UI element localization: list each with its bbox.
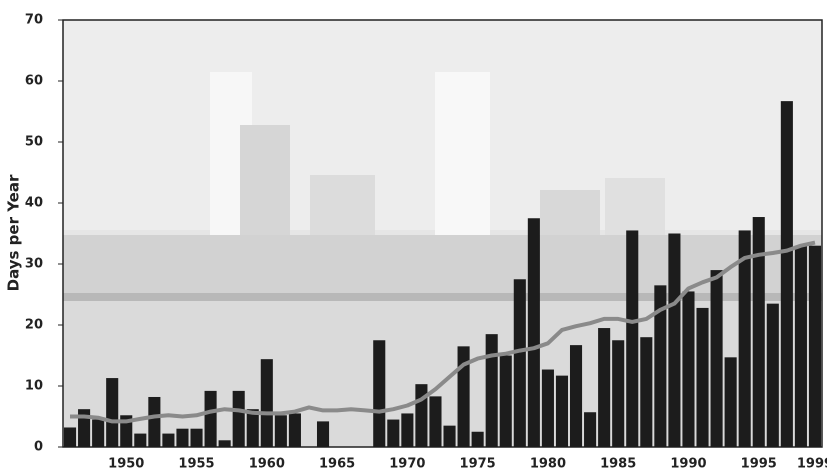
x-tick-label: 1955 — [178, 457, 214, 472]
x-tick-label: 1970 — [389, 457, 425, 472]
plot-frame — [62, 19, 823, 448]
bar — [752, 217, 765, 447]
bar — [499, 355, 512, 447]
bar — [766, 303, 779, 447]
y-tick-label: 70 — [25, 13, 43, 28]
x-tick-label: 1965 — [319, 457, 355, 472]
bar — [668, 233, 681, 447]
trend-line — [70, 240, 816, 424]
bar — [584, 412, 597, 447]
bar — [598, 328, 611, 447]
bar — [246, 409, 259, 447]
bar — [541, 369, 554, 447]
y-tick-label: 30 — [25, 257, 43, 272]
bar — [471, 431, 484, 447]
bar — [808, 245, 822, 447]
x-tick-label: 1999 — [797, 457, 827, 472]
y-tick-label: 10 — [25, 379, 43, 394]
bar — [204, 390, 217, 447]
x-tick-label: 1990 — [670, 457, 706, 472]
y-tick-label: 0 — [34, 440, 43, 455]
bar — [555, 375, 569, 447]
bar — [626, 230, 639, 447]
bar — [724, 357, 737, 447]
bar — [527, 218, 540, 447]
bar — [316, 421, 330, 447]
bar — [738, 230, 751, 447]
x-tick-label: 1995 — [741, 457, 777, 472]
bar — [485, 334, 498, 447]
bar — [794, 245, 807, 447]
bar — [612, 340, 625, 447]
y-axis-label: Days per Year — [5, 174, 23, 291]
bar — [387, 419, 400, 447]
bar — [513, 279, 526, 447]
bar — [429, 396, 442, 447]
y-tick-label: 50 — [25, 135, 43, 150]
x-tick-label: 1960 — [249, 457, 285, 472]
bar — [260, 359, 273, 447]
bar — [780, 101, 793, 447]
bar — [274, 415, 287, 447]
bar — [654, 285, 667, 447]
bar — [106, 378, 119, 447]
bar — [682, 291, 695, 447]
x-tick-label: 1950 — [108, 457, 144, 472]
bar — [288, 413, 301, 447]
bar — [569, 345, 583, 447]
bar — [63, 427, 77, 447]
bar — [232, 390, 245, 447]
bar — [457, 346, 470, 447]
y-tick-label: 60 — [25, 74, 43, 89]
bar — [710, 270, 723, 447]
bar — [162, 433, 175, 447]
bar — [696, 307, 709, 447]
y-tick-label: 20 — [25, 318, 43, 333]
bar — [373, 340, 386, 447]
bar — [148, 396, 161, 447]
bar — [443, 425, 456, 447]
bar — [134, 433, 147, 447]
bar — [218, 440, 231, 447]
bar — [640, 337, 653, 447]
bar — [190, 428, 203, 447]
x-tick-label: 1980 — [530, 457, 566, 472]
bar — [401, 413, 414, 447]
bar — [415, 384, 428, 447]
x-tick-label: 1985 — [600, 457, 636, 472]
bar — [92, 419, 105, 447]
bar — [176, 428, 189, 447]
x-tick-label: 1975 — [460, 457, 496, 472]
y-tick-label: 40 — [25, 196, 43, 211]
